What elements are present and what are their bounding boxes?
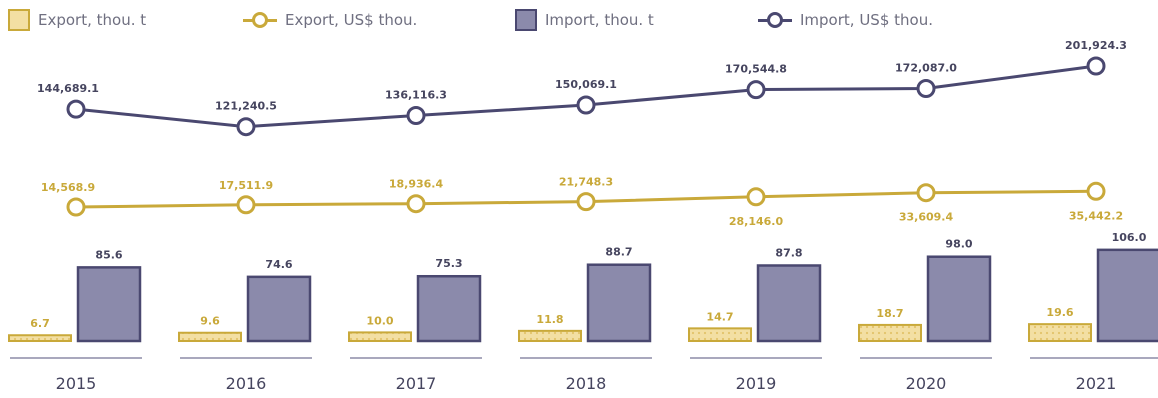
import-tons-bar — [756, 264, 822, 343]
import-tons-value-label: 74.6 — [265, 258, 292, 271]
export-tons-value-label: 6.7 — [30, 317, 50, 330]
export-tons-bar — [688, 327, 752, 343]
import-usd-point — [1086, 56, 1106, 76]
import-usd-value-label: 121,240.5 — [215, 100, 277, 113]
export-usd-swatch — [243, 9, 277, 31]
import-tons-bar — [926, 255, 992, 343]
import-tons-bar — [246, 275, 312, 343]
legend-item-import-usd: Import, US$ thou. — [758, 6, 933, 34]
import-usd-value-label: 172,087.0 — [895, 61, 957, 74]
legend-item-export-tons: Export, thou. t — [8, 6, 146, 34]
import-tons-bar — [1096, 248, 1158, 343]
legend-label-export-usd: Export, US$ thou. — [285, 11, 418, 29]
export-tons-value-label: 14.7 — [706, 310, 733, 323]
export-usd-point — [916, 183, 936, 203]
import-tons-value-label: 87.8 — [775, 246, 802, 259]
import-usd-value-label: 144,689.1 — [37, 82, 99, 95]
export-tons-value-label: 10.0 — [366, 314, 393, 327]
export-usd-value-label: 28,146.0 — [729, 215, 784, 228]
export-tons-bar — [178, 331, 242, 342]
import-usd-value-label: 136,116.3 — [385, 89, 447, 102]
export-usd-value-label: 14,568.9 — [41, 181, 95, 194]
export-tons-value-label: 19.6 — [1046, 306, 1073, 319]
x-tick-label: 2020 — [906, 374, 947, 393]
import-tons-value-label: 88.7 — [605, 246, 632, 259]
import-tons-bar — [76, 266, 142, 343]
export-tons-swatch — [8, 9, 30, 31]
import-tons-swatch — [515, 9, 537, 31]
legend-item-import-tons: Import, thou. t — [515, 6, 654, 34]
export-usd-point — [236, 195, 256, 215]
x-tick-label: 2021 — [1076, 374, 1117, 393]
export-tons-bar — [518, 329, 582, 342]
legend-item-export-usd: Export, US$ thou. — [243, 6, 417, 34]
import-usd-point — [576, 95, 596, 115]
legend-label-import-tons: Import, thou. t — [545, 11, 654, 29]
x-tick-label: 2018 — [566, 374, 607, 393]
export-tons-bar — [858, 323, 922, 342]
import-usd-point — [66, 99, 86, 119]
x-tick-label: 2016 — [226, 374, 267, 393]
import-tons-bar — [586, 263, 652, 343]
export-tons-bar — [1028, 323, 1092, 343]
export-usd-point — [66, 197, 86, 217]
export-tons-value-label: 9.6 — [200, 315, 220, 328]
x-tick-label: 2019 — [736, 374, 777, 393]
import-tons-value-label: 98.0 — [945, 238, 972, 251]
import-usd-value-label: 170,544.8 — [725, 63, 787, 76]
x-tick-label: 2015 — [56, 374, 97, 393]
import-usd-point — [406, 106, 426, 125]
legend: Export, thou. t Export, US$ thou. Import… — [0, 6, 1158, 34]
import-usd-point — [746, 80, 766, 100]
import-usd-swatch — [758, 9, 792, 31]
import-usd-point — [916, 79, 936, 98]
export-usd-value-label: 33,609.4 — [899, 211, 954, 224]
export-tons-value-label: 11.8 — [536, 313, 563, 326]
export-usd-point — [746, 187, 766, 207]
export-usd-value-label: 17,511.9 — [219, 179, 273, 192]
import-tons-value-label: 75.3 — [435, 257, 462, 270]
export-usd-point — [406, 194, 426, 214]
import-usd-value-label: 150,069.1 — [555, 78, 617, 91]
legend-label-export-tons: Export, thou. t — [38, 11, 147, 29]
export-tons-bar — [348, 331, 412, 342]
x-tick-label: 2017 — [396, 374, 437, 393]
import-tons-value-label: 85.6 — [95, 248, 122, 261]
export-usd-value-label: 35,442.2 — [1069, 209, 1123, 222]
import-tons-bar — [416, 274, 482, 343]
import-tons-value-label: 106.0 — [1112, 231, 1147, 244]
import-usd-point — [236, 117, 256, 137]
export-usd-value-label: 18,936.4 — [389, 178, 444, 191]
export-usd-point — [1086, 181, 1106, 201]
import-usd-value-label: 201,924.3 — [1065, 39, 1127, 52]
export-usd-point — [576, 192, 596, 212]
export-tons-bar — [8, 334, 72, 343]
export-usd-value-label: 21,748.3 — [559, 176, 613, 189]
legend-label-import-usd: Import, US$ thou. — [800, 11, 933, 29]
export-tons-value-label: 18.7 — [876, 307, 903, 320]
